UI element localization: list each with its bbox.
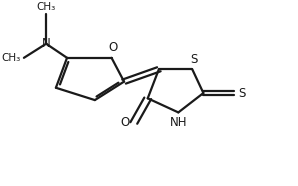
Text: S: S xyxy=(238,86,246,100)
Text: CH₃: CH₃ xyxy=(2,53,21,63)
Text: CH₃: CH₃ xyxy=(37,2,56,12)
Text: NH: NH xyxy=(170,116,187,129)
Text: O: O xyxy=(120,116,130,129)
Text: O: O xyxy=(108,41,118,54)
Text: N: N xyxy=(42,37,51,50)
Text: S: S xyxy=(190,53,197,66)
